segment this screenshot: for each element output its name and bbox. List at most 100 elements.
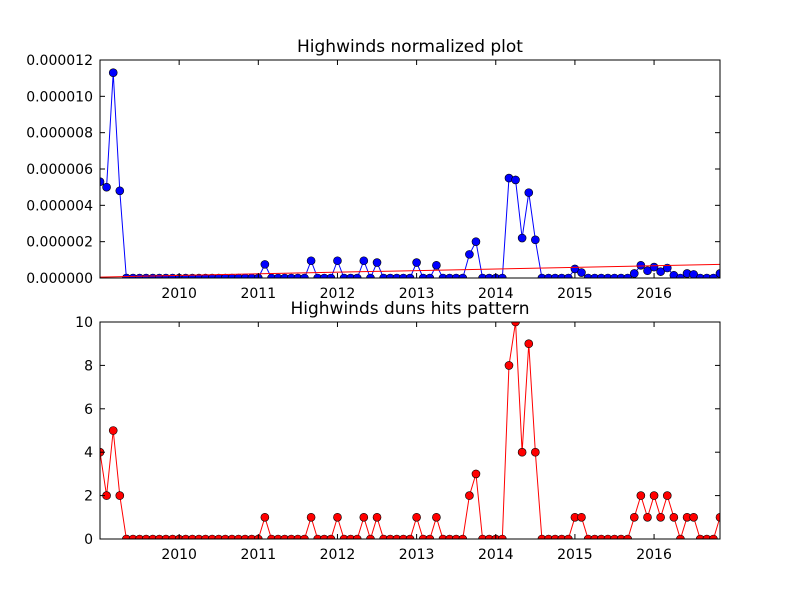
top-chart-series-0-point	[590, 273, 599, 278]
bottom-chart-series-0-point	[168, 534, 177, 539]
bottom-chart-y-tick-label: 10	[75, 315, 93, 331]
top-chart-series-0-point	[319, 273, 329, 278]
bottom-chart-series-0-point	[161, 534, 171, 539]
top-chart-series-0-point	[273, 273, 283, 278]
top-chart-series-0-point	[583, 273, 593, 278]
bottom-chart-series-0-point	[240, 534, 250, 539]
bottom-chart-series-0-point	[715, 513, 720, 522]
top-chart-series-0-point	[695, 273, 705, 278]
top-chart-series-0-point	[313, 273, 322, 278]
top-chart-series-0-point	[524, 188, 534, 197]
bottom-chart-x-tick-label: 2014	[478, 547, 514, 563]
bottom-chart-x-tick-label: 2012	[320, 547, 356, 563]
bottom-chart-series-0-point	[333, 512, 342, 522]
top-chart-series-0-point	[689, 270, 698, 278]
top-chart-series-0-point	[511, 175, 520, 185]
top-chart-series-0-point	[656, 267, 665, 276]
bottom-chart-series-0-point	[432, 512, 441, 522]
bottom-chart-series-0-point	[234, 534, 243, 539]
top-chart-series-0-point	[537, 273, 547, 278]
top-chart-series-0-point	[418, 273, 428, 278]
top-chart-series-0-point	[306, 256, 316, 266]
top-chart-series-0-point	[557, 273, 566, 278]
bottom-chart-series-0-point	[603, 534, 613, 539]
bottom-chart-series-0-point	[326, 534, 336, 539]
top-chart-y-tick-label: 0.000004	[26, 198, 93, 214]
bottom-chart-series-0-point	[260, 512, 270, 522]
top-chart-series-0-point	[432, 260, 441, 270]
top-chart-series-0-point	[715, 269, 720, 278]
top-chart-series-0-point	[300, 273, 309, 278]
top-chart-y-tick-label: 0.000000	[26, 271, 93, 287]
bottom-chart-series-0-point	[188, 534, 197, 539]
top-chart-y-tick-label: 0.000006	[26, 162, 93, 178]
top-chart-y-tick-label: 0.000012	[26, 53, 93, 69]
bottom-chart-series-0-point	[550, 534, 560, 539]
bottom-chart-series-0-point	[273, 534, 283, 539]
bottom-chart-series-0-point	[583, 534, 593, 539]
bottom-chart-series-0-point	[306, 512, 316, 522]
top-chart-series-0-point	[293, 273, 303, 278]
bottom-chart-series-0-point	[656, 512, 665, 522]
bottom-chart-series-0-point	[636, 491, 646, 500]
bottom-chart-series-0-point	[517, 447, 527, 457]
top-chart-series-0-point	[610, 273, 619, 278]
top-chart-series-0-point	[280, 273, 289, 278]
bottom-chart-series-0-point	[227, 534, 237, 539]
top-chart-series-0-point	[260, 260, 270, 269]
top-chart-y-tick-label: 0.000008	[26, 126, 93, 142]
top-chart-series-0-point	[392, 273, 402, 278]
top-chart-series-0-point	[478, 273, 487, 278]
bottom-chart-series-0-point	[379, 534, 388, 539]
bottom-chart-series-0-point	[385, 534, 395, 539]
bottom-chart-series-0-point	[629, 512, 639, 522]
bottom-chart-series-0-point	[610, 534, 619, 539]
bottom-chart-series-0-point	[524, 339, 534, 349]
bottom-chart-series-0-point	[207, 534, 217, 539]
top-chart-series-0-point	[451, 273, 461, 278]
bottom-chart-series-0-point	[537, 534, 547, 539]
top-chart-series-0-point	[471, 237, 481, 246]
top-chart-series-0-point	[339, 273, 349, 278]
bottom-chart-series-0-point	[148, 534, 158, 539]
top-chart-x-tick-label: 2016	[636, 286, 672, 302]
bottom-chart-series-0-point	[247, 534, 257, 539]
top-chart-series-0-point	[372, 258, 382, 267]
top-chart-series-0-point	[108, 68, 118, 78]
bottom-chart-series-0-point	[577, 512, 586, 522]
bottom-chart-series-0-point	[115, 491, 125, 500]
bottom-chart-series-0-point	[155, 534, 164, 539]
bottom-chart-series-0-point	[300, 534, 309, 539]
top-chart-series-0-point	[662, 263, 672, 273]
bottom-chart-series-0-point	[141, 534, 151, 539]
top-chart-x-tick-label: 2014	[478, 286, 514, 302]
top-chart-series-0-point	[379, 273, 388, 278]
bottom-chart-title: Highwinds duns hits pattern	[290, 299, 529, 319]
bottom-chart-series-0-point	[293, 534, 303, 539]
top-chart-series-0-point	[544, 273, 553, 278]
top-chart-series-0-point	[100, 177, 105, 187]
top-chart-series-0-point	[550, 273, 560, 278]
bottom-chart-x-tick-label: 2013	[399, 547, 435, 563]
top-chart-series-0-point	[465, 250, 474, 259]
bottom-chart: Highwinds duns hits pattern 2010 2011 2012…	[75, 299, 721, 563]
bottom-chart-series-0-point	[399, 534, 408, 539]
bottom-chart-series-0-point	[267, 534, 276, 539]
bottom-chart-data	[100, 322, 720, 539]
top-chart-y-tick-label: 0.000002	[26, 235, 93, 251]
top-chart-x-tick-label: 2012	[320, 286, 356, 302]
top-chart-series-0-point	[359, 256, 369, 266]
bottom-chart-series-0-point	[623, 534, 633, 539]
top-chart-series-0-point	[709, 273, 718, 278]
top-chart-ticks: 2010 2011 2012 2013 2014 2015 2016 0.000000 0.00…	[26, 53, 720, 302]
bottom-chart-y-tick-label: 8	[84, 358, 93, 374]
bottom-chart-series-0-point	[557, 534, 566, 539]
top-chart-series-0-point	[616, 273, 626, 278]
bottom-chart-series-0-point	[511, 322, 520, 327]
bottom-chart-ticks: 2010 2011 2012 2013 2014 2015 2016 0 2 4 6 8 10	[75, 315, 720, 563]
bottom-chart-series-0-point	[695, 534, 705, 539]
bottom-chart-series-0-point	[359, 512, 369, 522]
bottom-chart-series-0-point	[181, 534, 191, 539]
bottom-chart-series-0-point	[465, 491, 474, 500]
